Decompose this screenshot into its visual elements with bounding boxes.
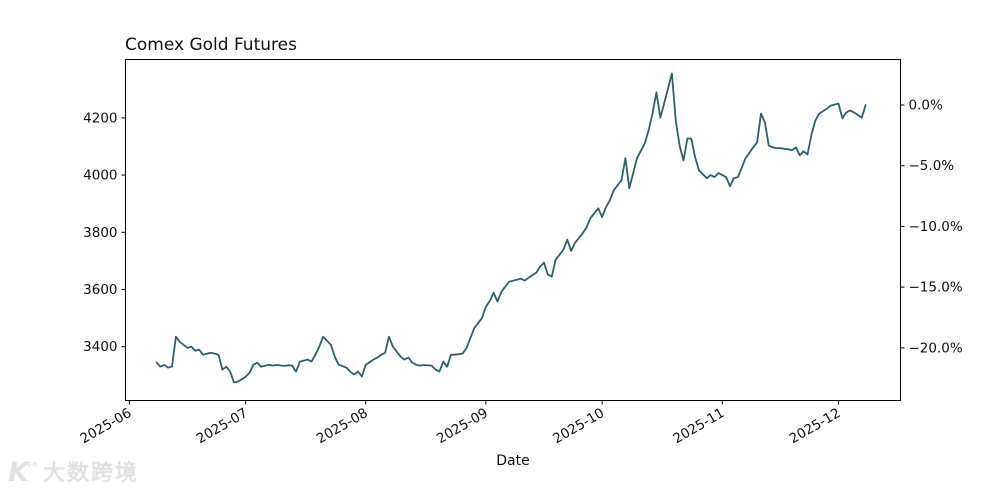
y-axis-left-label: 3600 bbox=[83, 282, 117, 298]
watermark-logo-icon: K bbox=[8, 457, 29, 488]
watermark: K °° 大数跨境 bbox=[8, 457, 139, 488]
y-axis-left-label: 4000 bbox=[83, 168, 117, 184]
x-axis-label: 2025-09 bbox=[434, 405, 491, 447]
x-axis-label: 2025-06 bbox=[78, 405, 135, 447]
price-line bbox=[155, 72, 867, 384]
y-axis-left-label: 3400 bbox=[83, 339, 117, 355]
x-axis-label: 2025-12 bbox=[787, 405, 844, 447]
x-axis-label: 2025-11 bbox=[670, 405, 727, 447]
y-axis-right-label: −15.0% bbox=[909, 280, 963, 296]
x-axis-title: Date bbox=[496, 453, 530, 469]
chart-title: Comex Gold Futures bbox=[125, 35, 297, 55]
y-axis-right-label: −20.0% bbox=[909, 340, 963, 356]
y-axis-left-label: 4200 bbox=[83, 110, 117, 126]
watermark-logo-sup: °° bbox=[25, 461, 38, 476]
x-axis-label: 2025-10 bbox=[550, 405, 607, 447]
plot-frame bbox=[125, 59, 901, 401]
x-axis-label: 2025-07 bbox=[194, 405, 251, 447]
watermark-text: 大数跨境 bbox=[42, 461, 139, 486]
y-axis-right-label: 0.0% bbox=[909, 97, 943, 113]
y-axis-right-label: −5.0% bbox=[909, 158, 955, 174]
x-axis-label: 2025-08 bbox=[314, 405, 371, 447]
y-axis-left-label: 3800 bbox=[83, 225, 117, 241]
y-axis-right-label: −10.0% bbox=[909, 219, 963, 235]
